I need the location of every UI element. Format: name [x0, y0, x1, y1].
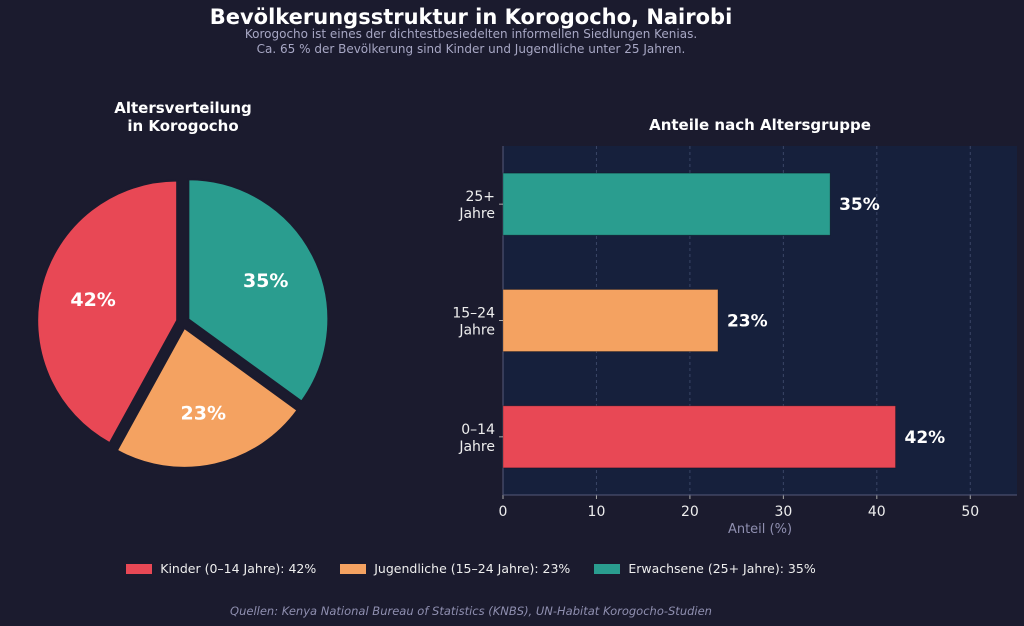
legend-swatch: [126, 563, 153, 574]
bar: [502, 289, 719, 352]
legend-item-adults: Erwachsene (25+ Jahre): 35%: [594, 561, 816, 576]
x-tick-label: 20: [681, 504, 699, 520]
bar: [502, 172, 831, 236]
y-tick-label: 25+: [465, 189, 495, 205]
pie-chart: 42% 23% 35%: [36, 178, 330, 469]
pie-slice: [187, 178, 330, 403]
subtitle-line-2: Ca. 65 % der Bevölkerung sind Kinder und…: [256, 42, 686, 56]
x-tick-label: 0: [499, 504, 508, 520]
subtitle-line-1: Korogocho ist eines der dichtestbesiedel…: [244, 27, 698, 41]
bar-title: Anteile nach Altersgruppe: [649, 116, 871, 134]
legend-label: Kinder (0–14 Jahre): 42%: [160, 561, 317, 576]
x-tick-label: 30: [774, 504, 792, 520]
bar-value-label: 23%: [727, 312, 768, 332]
bar-value-label: 42%: [905, 428, 946, 448]
bar-value-label: 35%: [839, 195, 880, 215]
pie-slice-label: 23%: [181, 403, 226, 425]
legend: Kinder (0–14 Jahre): 42% Jugendliche (15…: [0, 561, 942, 576]
x-tick-label: 50: [961, 504, 979, 520]
legend-swatch: [340, 563, 367, 574]
x-tick-label: 40: [868, 504, 886, 520]
y-tick-label: Jahre: [458, 323, 495, 339]
pie-title: Altersverteilung in Korogocho: [63, 99, 303, 135]
legend-swatch: [594, 563, 621, 574]
legend-label: Jugendliche (15–24 Jahre): 23%: [374, 561, 571, 576]
pie-slice: [36, 179, 179, 445]
pie-title-line-2: in Korogocho: [127, 117, 239, 135]
bar: [502, 405, 897, 469]
source-note: Quellen: Kenya National Bureau of Statis…: [230, 604, 712, 618]
page-title: Bevölkerungsstruktur in Korogocho, Nairo…: [209, 5, 733, 29]
y-tick-label: 0–14: [461, 422, 495, 438]
legend-item-children: Kinder (0–14 Jahre): 42%: [126, 561, 316, 576]
y-tick-label: Jahre: [458, 439, 495, 455]
legend-label: Erwachsene (25+ Jahre): 35%: [628, 561, 816, 576]
x-axis-label: Anteil (%): [728, 522, 792, 537]
pie-slice: [115, 326, 299, 469]
pie-title-line-1: Altersverteilung: [114, 99, 252, 117]
y-tick-label: Jahre: [458, 206, 495, 222]
legend-item-youth: Jugendliche (15–24 Jahre): 23%: [340, 561, 570, 576]
pie-slice-label: 42%: [70, 289, 115, 311]
pie-slice-label: 35%: [243, 270, 288, 292]
y-tick-label: 15–24: [452, 306, 495, 322]
x-tick-label: 10: [588, 504, 606, 520]
